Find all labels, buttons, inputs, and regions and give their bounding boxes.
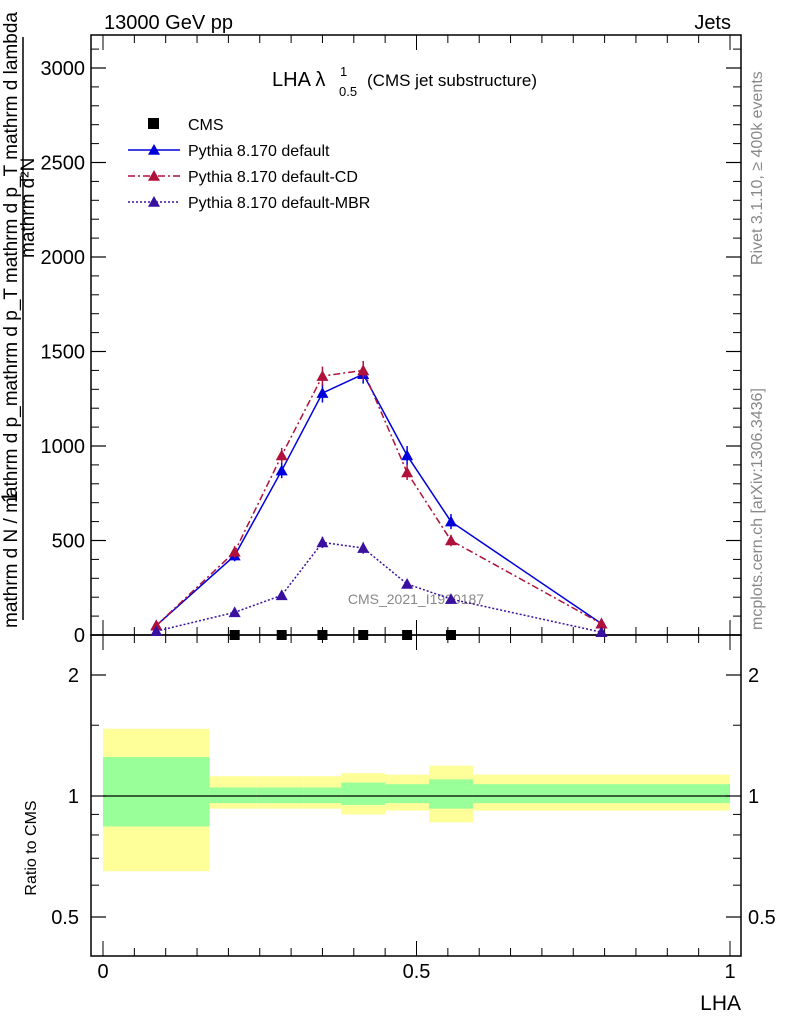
ratio-band-green <box>103 757 210 827</box>
legend-entry: Pythia 8.170 default-MBR <box>128 195 370 212</box>
title-suffix: (CMS jet substructure) <box>367 71 537 90</box>
cms-data-point <box>358 630 369 640</box>
analysis-watermark: CMS_2021_I1920187 <box>348 591 484 607</box>
mc-data-point <box>275 589 288 601</box>
ratio-y-tick-label: 2 <box>68 665 79 687</box>
mc-data-point <box>275 449 288 461</box>
ratio-band-green <box>256 787 304 804</box>
x-tick-label: 0 <box>97 961 108 983</box>
x-tick-label: 0.5 <box>403 961 431 983</box>
mc-data-point <box>401 577 414 589</box>
x-axis-label: LHA <box>700 992 741 1015</box>
legend: CMS Pythia 8.170 default Pythia 8.170 defa… <box>128 117 370 212</box>
ratio-band-green <box>429 779 473 809</box>
legend-entry: CMS <box>148 117 224 134</box>
legend-marker-triangle <box>148 196 160 207</box>
series-pythia-8-170-default-cd <box>150 360 608 631</box>
cms-data-point <box>276 630 287 640</box>
mc-data-point <box>150 625 163 637</box>
mc-data-point <box>357 542 370 553</box>
ylabel-denominator: mathrm d N / mathrm d p_mathrm d p_T mat… <box>1 12 22 628</box>
rivet-version-label: Rivet 3.1.10, ≥ 400k events <box>749 71 766 265</box>
y-tick-label: 500 <box>52 531 85 553</box>
mc-data-point <box>401 466 414 478</box>
cms-data-point <box>445 630 456 640</box>
header-category: Jets <box>694 12 731 34</box>
ylabel-numerator: 1 <box>0 491 22 503</box>
mc-data-point <box>150 619 163 631</box>
ratio-band-green <box>472 784 730 804</box>
ratio-y-tick-label-right: 1 <box>748 786 759 808</box>
legend-marker-square <box>148 118 159 129</box>
mc-data-point <box>595 626 608 637</box>
legend-label: Pythia 8.170 default <box>188 143 330 160</box>
y-tick-label: 3000 <box>41 58 86 80</box>
ratio-y-tick-label-right: 2 <box>748 665 759 687</box>
y-tick-label: 2500 <box>41 153 86 175</box>
legend-entry: Pythia 8.170 default <box>128 143 330 160</box>
series-line <box>155 369 602 627</box>
ratio-axes: 0.5 0.5 1 1 2 2 0 0.5 1 <box>51 635 776 983</box>
y-tick-label: 1000 <box>41 436 86 458</box>
mc-data-point <box>444 593 457 604</box>
series-line <box>155 373 602 627</box>
legend-marker-triangle <box>148 170 160 181</box>
mc-data-point <box>316 387 329 398</box>
mcplots-label: mcplots.cern.ch [arXiv:1306.3436] <box>749 388 766 630</box>
top-ylabel: 1 mathrm d N / mathrm d p_mathrm d p_T m… <box>0 12 39 628</box>
title-main: LHA λ <box>272 69 325 91</box>
legend-entry: Pythia 8.170 default-CD <box>128 169 358 186</box>
legend-marker-triangle <box>148 144 160 155</box>
y-tick-label: 1500 <box>41 342 86 364</box>
mc-data-point <box>228 545 241 557</box>
x-tick-label: 1 <box>724 961 735 983</box>
ratio-bands <box>103 728 730 872</box>
ratio-ylabel: Ratio to CMS <box>23 800 40 895</box>
mc-data-point <box>316 370 329 381</box>
y-tick-label: 0 <box>74 625 85 647</box>
series-cms <box>229 630 456 640</box>
ratio-y-tick-label: 0.5 <box>51 907 79 929</box>
series-pythia-8-170-default-mbr <box>150 536 608 637</box>
cms-data-point <box>402 630 413 640</box>
legend-label: CMS <box>188 117 224 134</box>
cms-data-point <box>317 630 328 640</box>
mc-data-point <box>275 464 288 476</box>
ratio-band-green <box>209 787 257 804</box>
mc-data-point <box>444 515 457 527</box>
ylabel-dN: mathrm d²N <box>18 158 39 258</box>
mc-data-point <box>595 617 608 629</box>
legend-label: Pythia 8.170 default-MBR <box>188 195 370 212</box>
mc-data-point <box>316 536 329 548</box>
mc-data-point <box>357 364 370 376</box>
mc-data-point <box>228 606 241 618</box>
ratio-band-green <box>303 787 342 804</box>
ratio-band-green <box>341 782 386 805</box>
main-axes: 0 500 1000 1500 2000 2500 3000 <box>41 35 741 647</box>
ratio-band-green <box>385 784 430 804</box>
plot-title: LHA λ 1 0.5 (CMS jet substructure) <box>272 64 537 99</box>
title-superscript: 1 <box>340 64 347 79</box>
title-subscript: 0.5 <box>339 84 357 99</box>
cms-data-point <box>229 630 240 640</box>
ratio-y-tick-label-right: 0.5 <box>748 907 776 929</box>
mc-data-point <box>444 534 457 546</box>
mc-data-point <box>401 449 414 461</box>
series-line <box>156 541 602 633</box>
header-energy: 13000 GeV pp <box>104 12 233 34</box>
y-tick-label: 2000 <box>41 247 86 269</box>
ratio-y-tick-label: 1 <box>68 786 79 808</box>
series-layer <box>150 360 608 640</box>
legend-label: Pythia 8.170 default-CD <box>188 169 358 186</box>
